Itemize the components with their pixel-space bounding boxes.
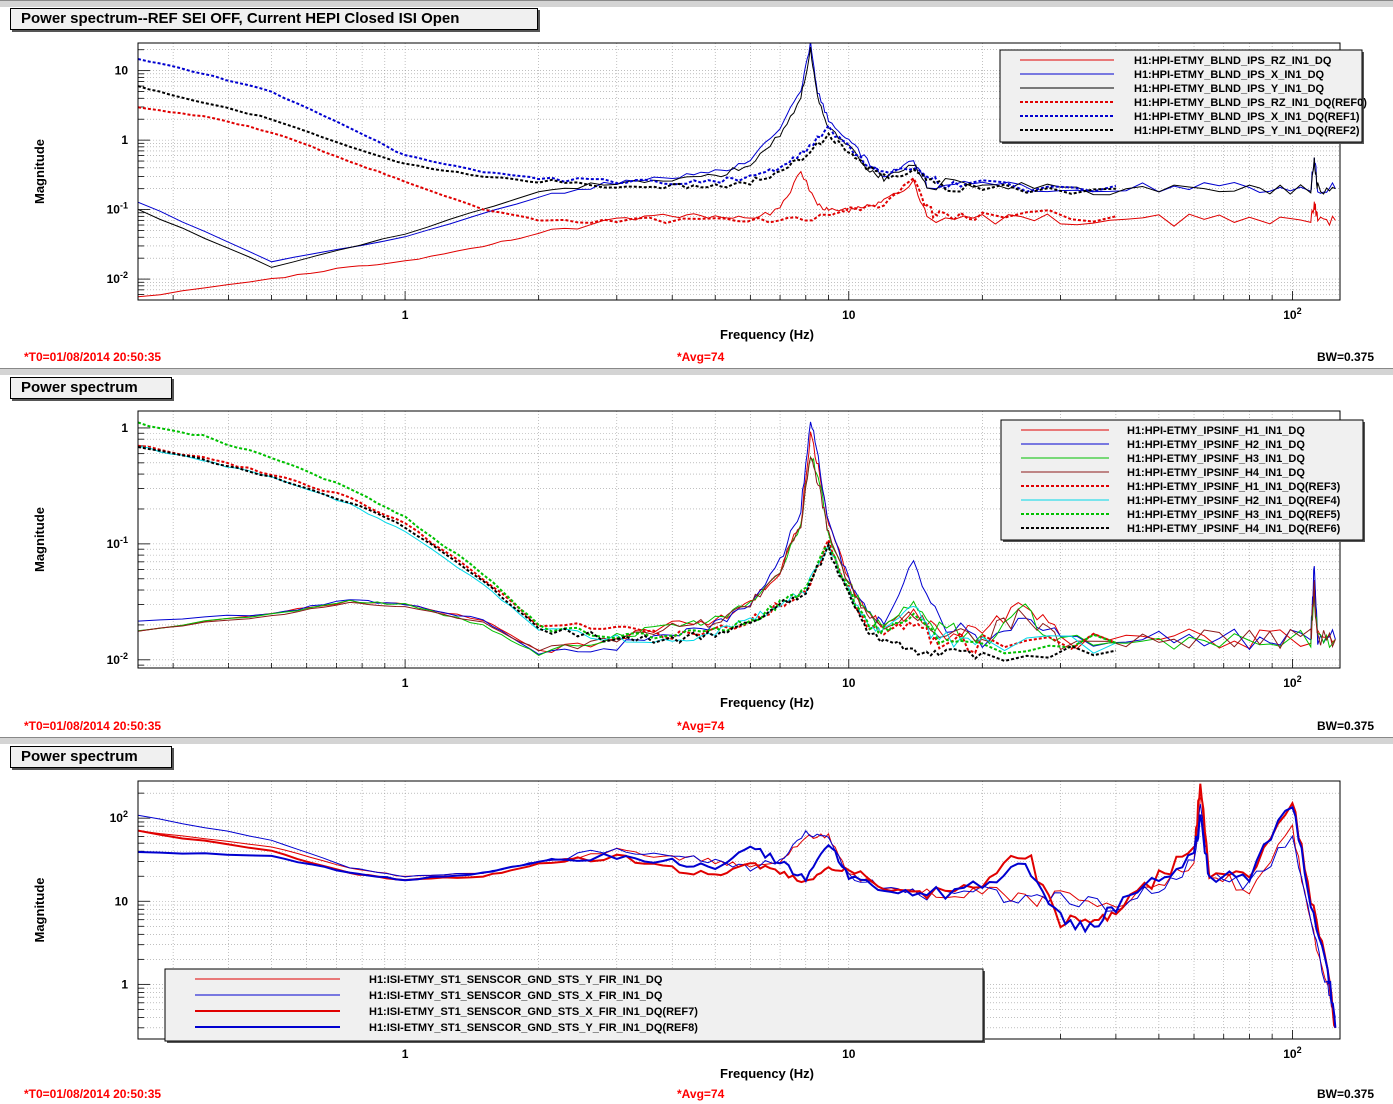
- series-line: [138, 805, 1337, 1028]
- y-tick-label: 10-1: [107, 201, 128, 217]
- series-line: [138, 431, 1336, 654]
- legend-label: H1:HPI-ETMY_IPSINF_H3_IN1_DQ: [1127, 453, 1305, 465]
- legend: H1:HPI-ETMY_IPSINF_H1_IN1_DQ H1:HPI-ETMY_…: [1000, 419, 1365, 542]
- series-line: [138, 43, 1336, 263]
- y-tick-label: 102: [110, 809, 128, 825]
- averages-count: *Avg=74: [677, 1087, 725, 1101]
- legend-box: [999, 49, 1363, 143]
- bandwidth-label: BW=0.375: [1317, 719, 1375, 733]
- legend: H1:HPI-ETMY_BLND_IPS_RZ_IN1_DQ H1:HPI-ETM…: [999, 49, 1367, 144]
- series-line: [138, 85, 1116, 195]
- y-axis-label: Magnitude: [32, 878, 47, 943]
- series-line: [138, 421, 1336, 655]
- legend-label: H1:HPI-ETMY_BLND_IPS_X_IN1_DQ: [1134, 69, 1325, 81]
- series-line: [138, 444, 1117, 654]
- spectrum-panel-3: Power spectrum 1 10 102 1 10 102 Frequency (Hz…: [0, 737, 1393, 1104]
- y-tick-label: 1: [121, 421, 128, 435]
- t0-timestamp: *T0=01/08/2014 20:50:35: [24, 719, 162, 733]
- legend-label: H1:HPI-ETMY_IPSINF_H3_IN1_DQ(REF5): [1127, 509, 1341, 521]
- bandwidth-label: BW=0.375: [1317, 1087, 1375, 1101]
- spectrum-panel-1: Power spectrum--REF SEI OFF, Current HEP…: [0, 0, 1393, 368]
- panel-title: Power spectrum--REF SEI OFF, Current HEP…: [10, 8, 538, 30]
- x-axis-label: Frequency (Hz): [720, 327, 814, 342]
- spectrum-chart-3: 1 10 102 1 10 102 Frequency (Hz) Magnitude H1:IS…: [32, 780, 1341, 1081]
- series-line: [138, 170, 1336, 298]
- y-tick-label: 1: [121, 133, 128, 147]
- x-tick-label: 102: [1283, 1045, 1301, 1061]
- averages-count: *Avg=74: [677, 719, 725, 733]
- series-line: [138, 456, 1336, 652]
- legend-label: H1:HPI-ETMY_IPSINF_H4_IN1_DQ: [1127, 467, 1305, 479]
- legend-label: H1:ISI-ETMY_ST1_SENSCOR_GND_STS_Y_FIR_IN…: [369, 974, 663, 986]
- legend-label: H1:HPI-ETMY_IPSINF_H1_IN1_DQ: [1127, 425, 1305, 437]
- plot-frame: [137, 42, 1341, 301]
- legend-label: H1:HPI-ETMY_IPSINF_H2_IN1_DQ: [1127, 439, 1305, 451]
- legend-label: H1:HPI-ETMY_BLND_IPS_Y_IN1_DQ: [1134, 83, 1325, 95]
- x-tick-label: 10: [842, 1047, 856, 1061]
- x-axis-label: Frequency (Hz): [720, 1066, 814, 1081]
- x-tick-label: 1: [402, 676, 409, 690]
- bandwidth-label: BW=0.375: [1317, 350, 1375, 364]
- x-tick-label: 102: [1283, 306, 1301, 322]
- series-line: [138, 455, 1336, 656]
- legend-box: [1000, 419, 1364, 541]
- spectrum-chart-2: 1 10 102 10-2 10-1 1 Frequency (Hz) Magnitude H1…: [32, 410, 1365, 710]
- x-axis-label: Frequency (Hz): [720, 695, 814, 710]
- series-group: [138, 43, 1336, 298]
- legend: H1:ISI-ETMY_ST1_SENSCOR_GND_STS_Y_FIR_IN…: [164, 968, 985, 1043]
- x-tick-label: 1: [402, 308, 409, 322]
- y-tick-label: 10: [115, 894, 129, 908]
- panel-title: Power spectrum: [10, 746, 172, 768]
- series-group: [138, 421, 1336, 662]
- series-line: [138, 58, 1117, 193]
- series-line: [138, 446, 1117, 654]
- y-tick-label: 10: [115, 64, 129, 78]
- spectrum-panel-2: Power spectrum 1 10 102 10-2 10-1 1 Frequency …: [0, 368, 1393, 737]
- y-tick-label: 1: [121, 977, 128, 991]
- series-line: [138, 446, 1117, 662]
- legend-label: H1:HPI-ETMY_BLND_IPS_X_IN1_DQ(REF1): [1134, 111, 1360, 123]
- y-tick-label: 10-2: [107, 651, 128, 667]
- averages-count: *Avg=74: [677, 350, 725, 364]
- t0-timestamp: *T0=01/08/2014 20:50:35: [24, 1087, 162, 1101]
- legend-label: H1:HPI-ETMY_IPSINF_H1_IN1_DQ(REF3): [1127, 481, 1341, 493]
- legend-label: H1:HPI-ETMY_BLND_IPS_RZ_IN1_DQ(REF0): [1134, 97, 1367, 109]
- legend-label: H1:ISI-ETMY_ST1_SENSCOR_GND_STS_X_FIR_IN…: [369, 990, 663, 1002]
- series-line: [138, 106, 1117, 225]
- legend-label: H1:HPI-ETMY_IPSINF_H4_IN1_DQ(REF6): [1127, 523, 1341, 535]
- t0-timestamp: *T0=01/08/2014 20:50:35: [24, 350, 162, 364]
- legend-label: H1:HPI-ETMY_IPSINF_H2_IN1_DQ(REF4): [1127, 495, 1341, 507]
- x-tick-label: 10: [842, 676, 856, 690]
- panel-separator: [0, 368, 1393, 376]
- series-group: [138, 783, 1337, 1029]
- y-axis-label: Magnitude: [32, 139, 47, 204]
- legend-label: H1:ISI-ETMY_ST1_SENSCOR_GND_STS_Y_FIR_IN…: [369, 1022, 698, 1034]
- legend-label: H1:ISI-ETMY_ST1_SENSCOR_GND_STS_X_FIR_IN…: [369, 1006, 698, 1018]
- panel-separator: [0, 0, 1393, 8]
- x-tick-label: 10: [842, 308, 856, 322]
- x-tick-label: 102: [1283, 674, 1301, 690]
- x-tick-label: 1: [402, 1047, 409, 1061]
- spectrum-chart-1: 1 10 102 10-2 10-1 1 10 Frequency (Hz) Magnitude…: [32, 42, 1367, 342]
- panel-title: Power spectrum: [10, 377, 172, 399]
- y-tick-label: 10-2: [107, 270, 128, 286]
- legend-label: H1:HPI-ETMY_BLND_IPS_RZ_IN1_DQ: [1134, 55, 1332, 67]
- y-axis-label: Magnitude: [32, 507, 47, 572]
- legend-label: H1:HPI-ETMY_BLND_IPS_Y_IN1_DQ(REF2): [1134, 125, 1360, 137]
- y-tick-label: 10-1: [107, 535, 128, 551]
- legend-box: [164, 968, 984, 1042]
- panel-separator: [0, 737, 1393, 745]
